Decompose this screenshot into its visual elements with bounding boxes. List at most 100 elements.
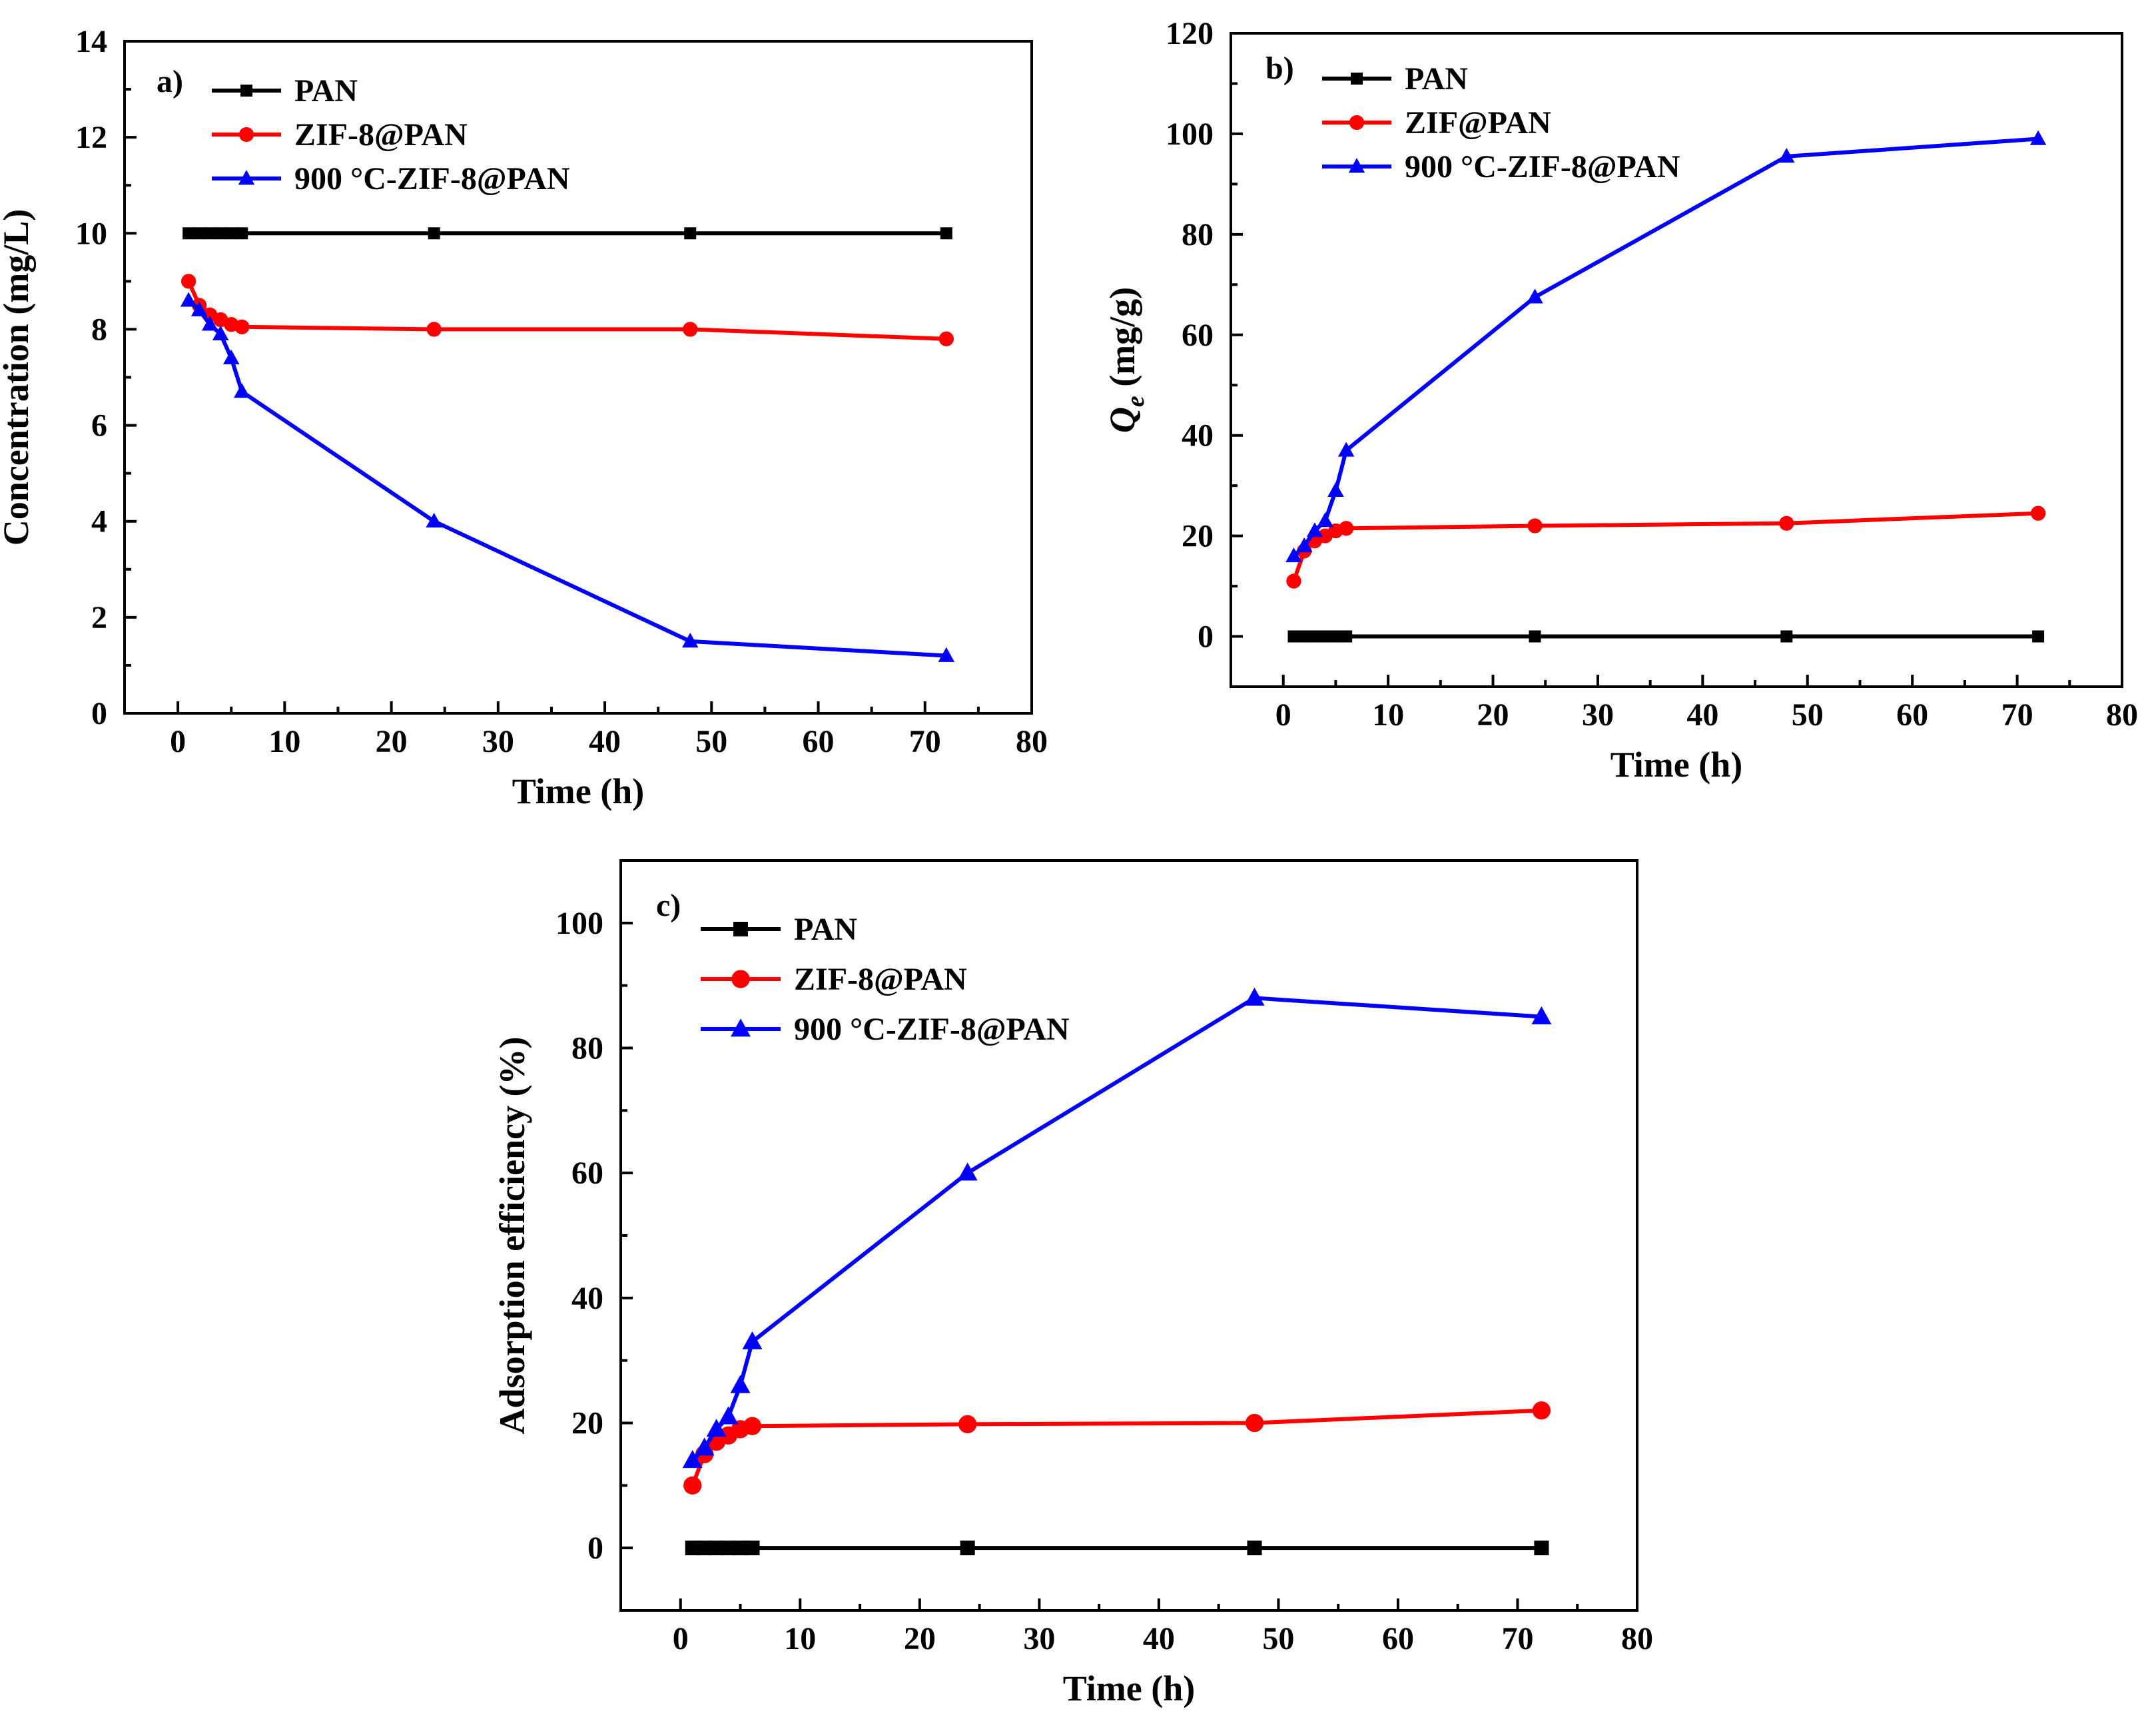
data-point [1244,987,1265,1006]
y-tick-label: 100 [555,906,603,941]
x-tick-label: 10 [268,724,300,759]
data-point [1285,547,1302,563]
legend-entry: ZIF@PAN [1322,105,1551,141]
x-tick-label: 10 [784,1621,816,1656]
data-point [426,322,442,337]
data-point [180,274,196,289]
x-axis-title: Time (h) [1611,745,1743,785]
data-point [222,349,240,364]
y-tick-label: 80 [571,1031,603,1066]
data-point [684,227,697,240]
x-tick-label: 50 [1262,1621,1294,1656]
data-point [938,647,955,662]
panel-label: a) [157,64,183,99]
legend-label: ZIF@PAN [1405,105,1551,141]
data-point [1306,522,1323,537]
legend-marker [238,127,254,143]
series-line [186,280,946,341]
y-tick-label: 20 [571,1406,603,1441]
data-point [234,319,250,334]
data-point [182,227,195,240]
legend-marker [731,1018,751,1037]
data-point [1295,537,1313,553]
x-tick-label: 80 [2106,697,2138,733]
x-tick-label: 70 [909,724,941,759]
data-point [180,292,197,307]
legend-label: 900 °C-ZIF-8@PAN [1405,149,1680,184]
data-point [236,227,248,240]
data-point [214,227,227,240]
data-point [1329,630,1342,643]
data-point [1245,1413,1264,1433]
x-tick-label: 10 [1372,697,1404,733]
y-tick-label: 40 [1182,418,1214,454]
y-tick-label: 14 [75,24,107,59]
data-point [938,331,954,347]
x-tick-label: 30 [482,724,514,759]
data-point [1247,1541,1262,1556]
data-point [1287,630,1300,643]
legend-marker [1349,115,1365,131]
data-point [682,633,699,648]
y-axis-title: Concentration (mg/L) [0,209,36,545]
data-point [1778,148,1795,163]
chart-panel-1: 0 10 20 30 40 50 60 70 80 0 2 4 6 8 10 12 14 Time (h) Conc… [0,24,1048,811]
legend-marker [240,85,252,97]
data-point [1532,1401,1551,1420]
x-tick-label: 70 [2001,697,2033,733]
y-tick-label: 100 [1166,117,1214,152]
legend-entry: PAN [212,73,358,109]
series-zif-8-pan [683,1401,1551,1495]
data-point [234,383,250,398]
legend-entry: ZIF-8@PAN [212,117,468,153]
data-point [1317,512,1333,527]
y-tick-label: 0 [587,1531,603,1566]
data-point [2032,630,2045,643]
chart-panel-3: 0 10 20 30 40 50 60 70 80 0 20 40 60 80 100 Time (h) Ads… [492,859,1653,1708]
x-tick-label: 40 [589,724,621,759]
data-point [1286,573,1301,589]
x-axis-title: Time (h) [512,771,645,811]
x-tick-label: 50 [1792,697,1824,733]
x-axis-title: Time (h) [1063,1668,1196,1708]
x-tick-label: 60 [1896,697,1928,733]
data-point [190,301,208,316]
x-tick-label: 40 [1686,697,1718,733]
y-tick-label: 4 [91,504,107,539]
x-tick-label: 40 [1143,1621,1175,1656]
series-zif-8-pan [180,274,954,347]
y-axis-title-unit: (mg/g) [1102,287,1142,396]
series-line [187,298,946,658]
series-line [1291,511,2039,582]
x-tick-label: 80 [1016,724,1048,759]
x-tick-label: 0 [170,724,186,759]
data-point [682,1450,703,1469]
data-point [960,1541,975,1556]
data-point [718,1406,739,1425]
legend-marker [1348,158,1365,173]
x-tick-label: 20 [904,1621,936,1656]
data-point [1327,482,1344,498]
y-tick-label: 6 [91,408,107,444]
data-point [201,316,218,331]
y-tick-label: 0 [91,696,107,731]
y-tick-label: 2 [91,600,107,635]
data-point [1337,442,1355,457]
legend-label: 900 °C-ZIF-8@PAN [794,1012,1070,1047]
data-point [204,227,216,240]
x-tick-label: 0 [1275,697,1291,733]
data-point [685,1541,700,1556]
x-tick-label: 80 [1621,1621,1653,1656]
y-axis-title-subscript: e [1122,396,1150,407]
x-tick-label: 30 [1023,1621,1055,1656]
plot-frame [619,859,1638,1612]
plot-frame [123,40,1033,715]
y-tick-label: 40 [571,1281,603,1316]
data-point [697,1541,712,1556]
data-point [225,227,238,240]
x-tick-label: 60 [803,724,835,759]
data-point [721,1541,736,1556]
data-point [1338,521,1354,536]
series-pan [182,227,952,240]
